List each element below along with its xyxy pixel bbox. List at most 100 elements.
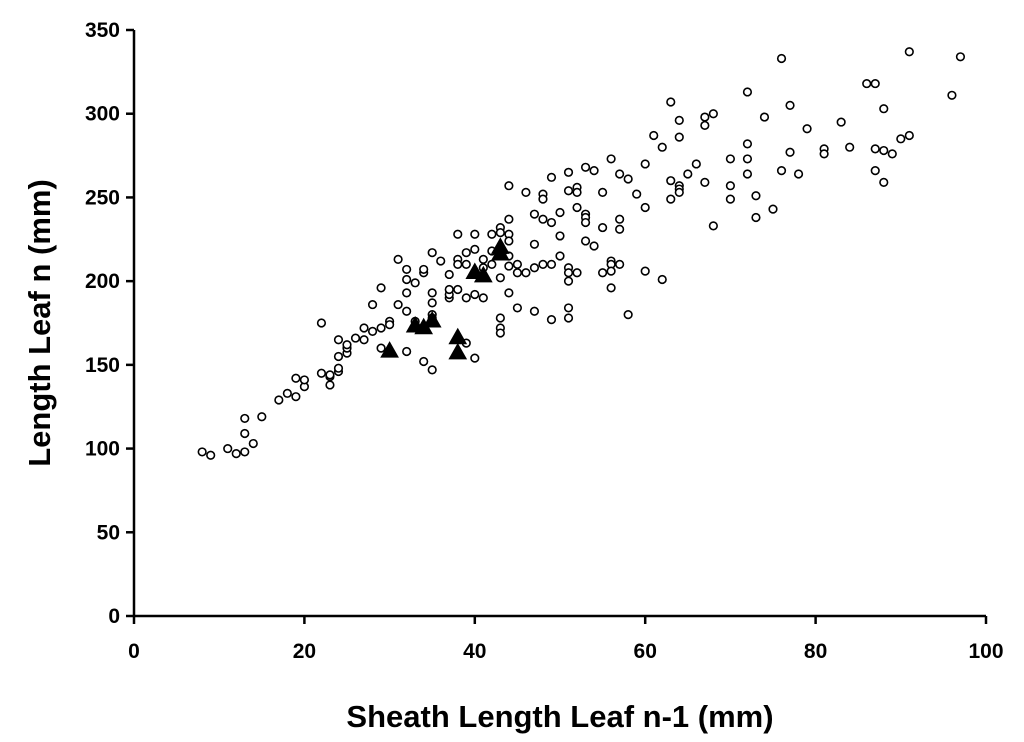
circle-point-116: [563, 303, 574, 313]
x-axis-title: Sheath Length Leaf n-1 (mm): [346, 699, 773, 734]
circle-point-10: [282, 388, 292, 398]
circle-point-36: [385, 320, 395, 330]
circle-point-195: [904, 47, 914, 57]
circle-point-112: [563, 186, 574, 196]
x-ticks: 0 20 40 60 80 100: [128, 616, 1004, 663]
circle-point-190: [879, 104, 889, 114]
y-tick-label-2: 100: [85, 438, 120, 461]
circle-point-142: [623, 174, 633, 184]
y-tick-label-0: 0: [108, 605, 120, 628]
circle-point-72: [478, 254, 488, 264]
circle-point-162: [700, 177, 710, 187]
circle-point-97: [529, 239, 540, 249]
circle-point-105: [546, 217, 557, 228]
circle-point-185: [845, 142, 855, 152]
circle-point-91: [512, 259, 523, 270]
circle-point-81: [495, 313, 505, 323]
circle-point-119: [572, 187, 582, 198]
circle-point-180: [793, 169, 804, 179]
circle-point-166: [725, 181, 736, 191]
circle-point-28: [359, 335, 369, 345]
triangle-point-7: [473, 265, 493, 283]
circle-point-23: [333, 335, 344, 345]
circle-point-177: [776, 166, 787, 176]
circle-point-19: [325, 370, 335, 380]
circle-point-98: [529, 263, 540, 273]
circle-point-48: [419, 264, 429, 275]
circle-point-69: [470, 244, 480, 254]
circle-point-65: [461, 259, 471, 270]
circle-point-66: [461, 293, 471, 303]
circle-point-173: [751, 212, 761, 223]
circle-point-193: [887, 149, 897, 159]
circle-point-39: [402, 288, 412, 298]
circle-point-145: [640, 202, 650, 213]
circle-point-64: [461, 248, 471, 258]
circle-point-58: [444, 284, 454, 295]
circle-point-132: [606, 154, 616, 164]
axes: [132, 30, 986, 618]
data-points: [197, 47, 966, 460]
circle-point-94: [521, 268, 531, 278]
circle-point-44: [410, 278, 420, 288]
circle-point-148: [657, 142, 667, 152]
circle-point-74: [478, 293, 488, 303]
circle-point-144: [640, 159, 650, 169]
circle-point-122: [580, 162, 591, 172]
circle-point-160: [700, 112, 710, 122]
circle-point-108: [555, 207, 565, 218]
circle-point-165: [725, 154, 736, 164]
circle-point-171: [742, 169, 753, 179]
circle-point-63: [453, 284, 463, 295]
y-tick-label-1: 50: [97, 521, 120, 544]
triangle-point-9: [491, 237, 510, 254]
circle-point-110: [555, 251, 565, 261]
circle-point-21: [333, 363, 344, 373]
circle-point-117: [563, 313, 574, 323]
circle-point-129: [597, 187, 608, 198]
circle-point-37: [393, 254, 403, 264]
circle-point-109: [555, 231, 565, 241]
circle-point-167: [725, 194, 736, 204]
circle-point-101: [538, 194, 548, 204]
circle-point-22: [333, 351, 344, 362]
circle-point-95: [521, 187, 531, 198]
circle-point-120: [572, 202, 582, 213]
circle-point-136: [606, 283, 616, 293]
circle-point-159: [691, 159, 701, 169]
circle-point-92: [512, 268, 523, 278]
circle-point-131: [597, 268, 608, 278]
circle-point-68: [470, 229, 480, 239]
circle-point-187: [870, 78, 880, 89]
circle-point-186: [862, 78, 872, 89]
triangle-point-5: [448, 342, 468, 360]
circle-point-184: [836, 117, 846, 127]
circle-point-125: [580, 217, 591, 228]
circle-point-62: [453, 259, 463, 270]
circle-point-103: [538, 259, 548, 270]
x-tick-label-1: 20: [293, 640, 316, 663]
circle-point-111: [563, 167, 574, 177]
triangle-point-4: [448, 327, 468, 345]
x-tick-label-2: 40: [463, 640, 486, 663]
circle-point-3: [231, 448, 241, 459]
circle-point-198: [955, 52, 966, 62]
y-tick-label-3: 150: [85, 354, 120, 377]
circle-point-1: [206, 450, 216, 460]
circle-point-51: [427, 298, 437, 308]
y-axis-title: Length Leaf n (mm): [22, 179, 57, 467]
circle-point-172: [751, 191, 761, 201]
circle-point-126: [580, 236, 591, 246]
circle-point-161: [700, 120, 710, 131]
circle-point-71: [470, 353, 480, 363]
circle-point-130: [597, 222, 608, 233]
circle-point-179: [785, 147, 795, 157]
circle-point-197: [947, 90, 957, 100]
circle-point-29: [359, 323, 369, 333]
circle-point-26: [342, 340, 352, 350]
circle-point-85: [504, 214, 514, 224]
circle-point-178: [785, 100, 795, 110]
circle-point-150: [666, 97, 676, 107]
circle-point-8: [257, 412, 267, 422]
